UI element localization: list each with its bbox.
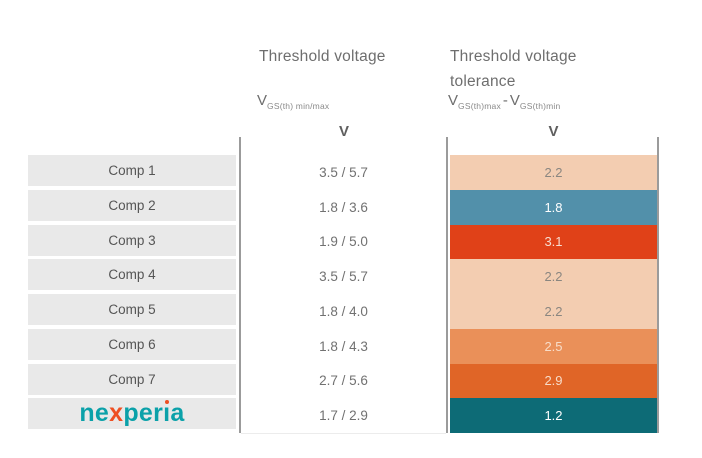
component-row: Comp 4 [28, 259, 236, 294]
threshold-value-cell: 1.8 / 3.6 [241, 189, 446, 226]
tolerance-row: 1.8 [450, 189, 657, 227]
tolerance-row: 2.2 [450, 294, 657, 331]
formula-symbol: V [509, 92, 520, 109]
component-row: ne x per ı a [28, 398, 236, 433]
component-label-cell: Comp 6 [28, 328, 236, 360]
component-row: Comp 2 [28, 189, 236, 225]
formula-symbol: V [448, 92, 459, 109]
formula-subscript: GS(th)min [519, 101, 561, 111]
divider-line-right [657, 137, 659, 433]
threshold-values-column: 3.5 / 5.7 1.8 / 3.6 1.9 / 5.0 3.5 / 5.7 1.8 … [241, 155, 446, 434]
threshold-value-cell: 3.5 / 5.7 [241, 155, 446, 191]
component-label-cell: Comp 5 [28, 294, 236, 325]
component-row: Comp 5 [28, 294, 236, 329]
threshold-row: 1.9 / 5.0 [241, 224, 446, 261]
logo-letter: ne [79, 399, 110, 428]
logo-letter: per [123, 399, 164, 428]
component-label: Comp 3 [108, 232, 156, 248]
threshold-value-cell: 1.8 / 4.0 [241, 294, 446, 330]
component-label-cell: Comp 7 [28, 363, 236, 395]
tolerance-row: 3.1 [450, 224, 657, 262]
component-label: Comp 4 [108, 267, 156, 283]
tolerance-unit: V [548, 123, 559, 140]
divider-line-left [239, 137, 241, 433]
component-label: Comp 6 [108, 336, 156, 352]
tolerance-heat-cell: 1.8 [450, 189, 657, 227]
brand-label-cell: ne x per ı a [28, 398, 236, 430]
component-label-cell: Comp 1 [28, 155, 236, 186]
tolerance-formula: VGS(th)max - VGS(th)min [448, 92, 560, 111]
threshold-voltage-column-title: Threshold voltage [259, 48, 386, 65]
component-label: Comp 1 [108, 163, 156, 178]
tolerance-row: 2.2 [450, 155, 657, 192]
logo-letter: ı [163, 399, 171, 428]
tolerance-heat-cell: 2.2 [450, 259, 657, 296]
component-row: Comp 1 [28, 155, 236, 190]
tolerance-row: 2.9 [450, 363, 657, 401]
component-label: Comp 7 [108, 371, 156, 387]
tolerance-row: 2.2 [450, 259, 657, 296]
tolerance-row: 1.2 [450, 398, 657, 433]
component-label-cell: Comp 2 [28, 189, 236, 221]
threshold-row: 3.5 / 5.7 [241, 155, 446, 191]
tolerance-title-line2: tolerance [450, 73, 516, 90]
threshold-row: 2.7 / 5.6 [241, 363, 446, 400]
tolerance-heat-cell: 3.1 [450, 224, 657, 262]
threshold-value-cell: 2.7 / 5.6 [241, 363, 446, 400]
minus-sign: - [502, 92, 508, 109]
component-label: Comp 2 [108, 197, 156, 213]
logo-letter: x [109, 399, 124, 428]
threshold-row: 1.7 / 2.9 [241, 398, 446, 434]
tolerance-row: 2.5 [450, 328, 657, 366]
tolerance-heat-cell: 2.5 [450, 328, 657, 366]
tolerance-title-line1: Threshold voltage [450, 48, 577, 65]
tolerance-heat-cell: 2.2 [450, 294, 657, 331]
threshold-value-cell: 1.9 / 5.0 [241, 224, 446, 261]
threshold-row: 3.5 / 5.7 [241, 259, 446, 295]
nexperia-logo: ne x per ı a [79, 399, 185, 428]
threshold-value-cell: 3.5 / 5.7 [241, 259, 446, 295]
component-row: Comp 7 [28, 363, 236, 399]
component-label-cell: Comp 3 [28, 224, 236, 256]
component-labels-column: Comp 1 Comp 2 Comp 3 Comp 4 Comp 5 Comp 6 Comp… [28, 155, 236, 433]
formula-subscript: GS(th) min/max [267, 101, 330, 111]
threshold-voltage-unit: V [338, 123, 349, 140]
component-label-cell: Comp 4 [28, 259, 236, 291]
component-row: Comp 6 [28, 328, 236, 364]
threshold-value-cell: 1.8 / 4.3 [241, 328, 446, 365]
tolerance-values-column: 2.2 1.8 3.1 2.2 2.2 2.5 2.9 1.2 [450, 155, 657, 433]
component-row: Comp 3 [28, 224, 236, 260]
threshold-voltage-tolerance-column-title: Threshold voltage tolerance [450, 44, 650, 94]
divider-line-middle [446, 137, 448, 433]
tolerance-heat-cell: 2.9 [450, 363, 657, 401]
threshold-value-cell: 1.7 / 2.9 [241, 398, 446, 434]
threshold-voltage-formula: VGS(th) min/max [257, 92, 329, 111]
formula-subscript: GS(th)max [458, 101, 501, 111]
formula-symbol: V [257, 92, 268, 109]
component-label: Comp 5 [108, 302, 156, 317]
logo-letter: a [170, 399, 185, 428]
tolerance-heat-cell: 2.2 [450, 155, 657, 192]
threshold-row: 1.8 / 4.0 [241, 294, 446, 330]
tolerance-heat-cell: 1.2 [450, 398, 657, 433]
threshold-row: 1.8 / 3.6 [241, 189, 446, 226]
threshold-row: 1.8 / 4.3 [241, 328, 446, 365]
logo-i-dot [164, 400, 169, 405]
